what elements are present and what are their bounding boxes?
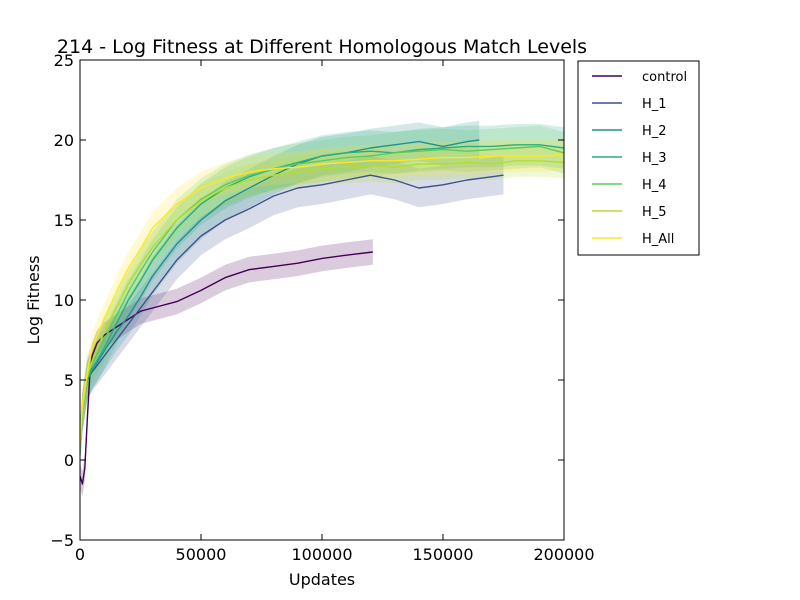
y-tick-label: 0 [64, 451, 74, 470]
legend-label-h-2: H_2 [642, 124, 667, 139]
y-tick-label: 25 [54, 51, 74, 70]
y-axis: −5 0 5 10 15 20 25 [50, 51, 564, 550]
x-tick-label: 0 [75, 545, 85, 564]
y-tick-label: 15 [54, 211, 74, 230]
series-line-h-1 [80, 174, 504, 445]
series-line-h-5 [80, 160, 564, 445]
legend-label-h-3: H_3 [642, 151, 667, 166]
band-h-1 [80, 156, 504, 464]
band-h-3 [80, 124, 564, 465]
series-line-h-4 [80, 145, 564, 445]
legend-label-h-all: H_All [642, 232, 674, 247]
legend-label-control: control [642, 70, 687, 85]
x-axis-title: Updates [289, 570, 355, 589]
band-h-all [80, 138, 564, 460]
legend-frame [577, 60, 700, 256]
x-tick-label: 100000 [291, 545, 352, 564]
x-axis: 0 50000 100000 150000 200000 [75, 60, 595, 564]
band-h-4 [80, 125, 564, 465]
series-line-h-2 [80, 139, 480, 445]
y-axis-title: Log Fitness [24, 255, 43, 344]
x-tick-label: 200000 [533, 545, 594, 564]
y-tick-label: −5 [50, 531, 74, 550]
x-tick-label: 50000 [176, 545, 227, 564]
plot-background [80, 60, 564, 540]
legend-label-h-5: H_5 [642, 205, 667, 220]
chart-title: 214 - Log Fitness at Different Homologou… [57, 36, 587, 58]
legend-label-h-1: H_1 [642, 97, 667, 112]
series-line-control [80, 251, 373, 485]
band-h-2 [80, 120, 480, 464]
y-tick-label: 10 [54, 291, 74, 310]
legend: control H_1 H_2 H_3 H_4 H_5 H_All [577, 60, 700, 256]
y-tick-label: 5 [64, 371, 74, 390]
band-h-5 [80, 144, 564, 461]
legend-label-h-4: H_4 [642, 178, 667, 193]
plot-area [79, 59, 565, 541]
series-line-h-3 [80, 144, 564, 445]
series-line-h-all [80, 153, 564, 445]
x-tick-label: 150000 [412, 545, 473, 564]
y-tick-label: 20 [54, 131, 74, 150]
band-control [80, 239, 373, 497]
